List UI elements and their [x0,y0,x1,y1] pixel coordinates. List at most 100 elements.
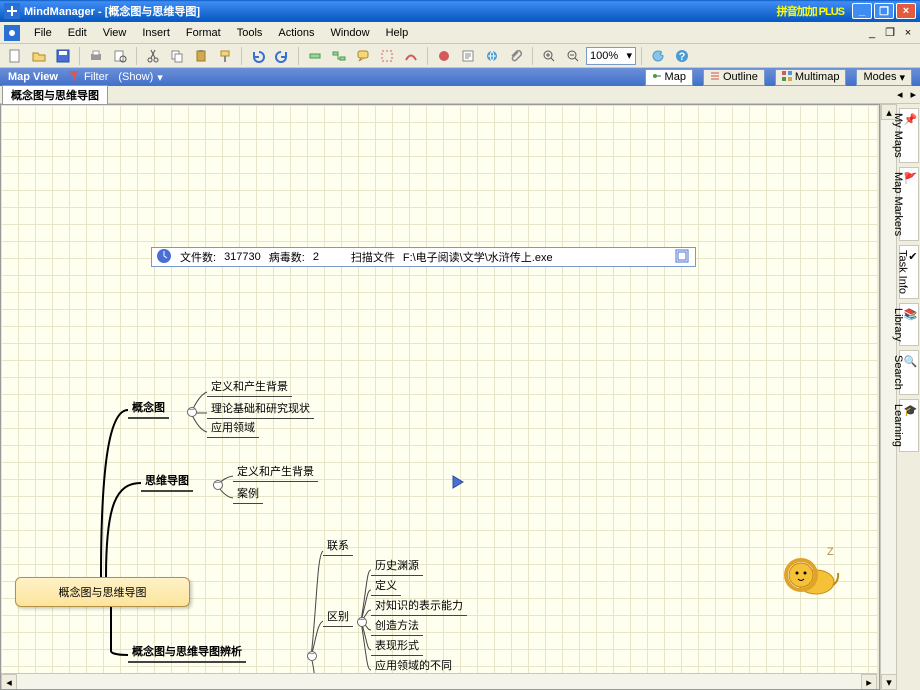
scroll-right-button[interactable]: ▸ [861,674,877,690]
menu-window[interactable]: Window [322,25,377,41]
leaf-topic[interactable]: 定义和产生背景 [207,378,292,397]
print-button[interactable] [85,46,107,66]
maximize-button[interactable]: ❐ [874,3,894,19]
format-painter-button[interactable] [214,46,236,66]
zoom-in-button[interactable] [538,46,560,66]
leaf-topic[interactable]: 历史渊源 [371,557,423,576]
menu-actions[interactable]: Actions [270,25,322,41]
app-name: MindManager [24,6,95,18]
search-icon: 🔍 [904,355,918,368]
leaf-topic[interactable]: 案例 [233,485,263,504]
menu-view[interactable]: View [95,25,135,41]
zoom-out-button[interactable] [562,46,584,66]
new-button[interactable] [4,46,26,66]
branch-mindmap[interactable]: 思维导图 [141,470,193,492]
mindmap-canvas[interactable]: 文件数: 317730 病毒数: 2 扫描文件 F:\电子阅读\文学\水浒传上.… [1,105,877,675]
sidetab-library[interactable]: 📚Library [899,303,919,347]
leaf-topic[interactable]: 应用领域 [207,419,259,438]
sidetab-learning[interactable]: 🎓Learning [899,399,919,452]
help-button[interactable]: ? [671,46,693,66]
scan-expand-button[interactable] [675,249,691,265]
scroll-left-button[interactable]: ◂ [1,674,17,690]
close-button[interactable]: × [896,3,916,19]
canvas-container: 文件数: 317730 病毒数: 2 扫描文件 F:\电子阅读\文学\水浒传上.… [0,104,880,690]
expand-toggle[interactable] [213,480,223,490]
tab-next-button[interactable]: ▸ [906,88,920,101]
filter-button[interactable]: Filter [68,70,108,85]
insert-subtopic-button[interactable] [328,46,350,66]
show-dropdown[interactable]: (Show) ▾ [118,71,162,84]
lion-mascot-icon[interactable]: Z [781,547,841,597]
leaf-topic[interactable]: 理论基础和研究现状 [207,400,314,419]
mdi-restore-button[interactable]: ❐ [882,26,898,40]
svg-text:?: ? [679,51,686,63]
notes-button[interactable] [457,46,479,66]
insert-topic-button[interactable] [304,46,326,66]
marker-button[interactable] [433,46,455,66]
sidetab-search[interactable]: 🔍Search [899,350,919,395]
relationship-button[interactable] [400,46,422,66]
redo-button[interactable] [271,46,293,66]
leaf-relation[interactable]: 联系 [323,537,353,556]
map-icon [652,71,662,84]
insert-callout-button[interactable] [352,46,374,66]
scroll-track[interactable] [17,674,861,689]
cut-button[interactable] [142,46,164,66]
side-panel-tabs: 📌My Maps 🚩Map Markers ✔Task Info 📚Librar… [896,104,920,690]
root-topic[interactable]: 概念图与思维导图 [15,577,190,607]
expand-toggle[interactable] [357,617,367,627]
mdi-close-button[interactable]: × [900,26,916,40]
view-map-button[interactable]: Map [645,69,693,86]
view-bar: Map View Filter (Show) ▾ Map Outline Mul… [0,68,920,86]
branch-concept-map[interactable]: 概念图 [128,397,169,419]
view-outline-button[interactable]: Outline [703,69,765,86]
expand-toggle[interactable] [307,651,317,661]
menu-edit[interactable]: Edit [60,25,95,41]
menu-tools[interactable]: Tools [229,25,271,41]
presentation-cursor-icon [451,475,465,492]
work-area: 文件数: 317730 病毒数: 2 扫描文件 F:\电子阅读\文学\水浒传上.… [0,104,920,690]
view-multimap-button[interactable]: Multimap [775,69,847,86]
modes-dropdown[interactable]: Modes▾ [856,69,912,86]
mdi-minimize-button[interactable]: _ [864,26,880,40]
boundary-button[interactable] [376,46,398,66]
paste-button[interactable] [190,46,212,66]
scan-virus-label: 病毒数: [269,249,305,265]
outline-icon [710,71,720,84]
minimize-button[interactable]: _ [852,3,872,19]
leaf-topic[interactable]: 对知识的表示能力 [371,597,467,616]
leaf-topic[interactable]: 表现形式 [371,637,423,656]
sidetab-map-markers[interactable]: 🚩Map Markers [899,167,919,241]
undo-button[interactable] [247,46,269,66]
map-theme-button[interactable] [647,46,669,66]
tab-prev-button[interactable]: ◂ [893,88,907,101]
library-icon: 📚 [904,308,918,321]
leaf-difference[interactable]: 区别 [323,608,353,627]
save-button[interactable] [52,46,74,66]
view-label: Map View [8,71,58,83]
document-tab[interactable]: 概念图与思维导图 [2,85,108,104]
horizontal-scrollbar[interactable]: ◂ ▸ [1,673,877,689]
hyperlink-button[interactable] [481,46,503,66]
menu-insert[interactable]: Insert [134,25,178,41]
zoom-value: 100% [590,50,618,62]
sidetab-task-info[interactable]: ✔Task Info [899,245,919,299]
attachment-button[interactable] [505,46,527,66]
leaf-topic[interactable]: 定义和产生背景 [233,463,318,482]
sidetab-my-maps[interactable]: 📌My Maps [899,108,919,163]
leaf-topic[interactable]: 定义 [371,577,401,596]
menu-format[interactable]: Format [178,25,229,41]
pin-icon: 📌 [904,113,918,126]
zoom-combo[interactable]: 100%▾ [586,47,636,65]
chevron-down-icon: ▾ [157,71,163,84]
branch-analysis[interactable]: 概念图与思维导图辨析 [128,641,246,663]
menu-file[interactable]: File [26,25,60,41]
scroll-down-button[interactable]: ▾ [881,674,897,690]
open-button[interactable] [28,46,50,66]
expand-toggle[interactable] [187,407,197,417]
copy-button[interactable] [166,46,188,66]
antivirus-scan-bar: 文件数: 317730 病毒数: 2 扫描文件 F:\电子阅读\文学\水浒传上.… [151,247,696,267]
leaf-topic[interactable]: 创造方法 [371,617,423,636]
print-preview-button[interactable] [109,46,131,66]
menu-help[interactable]: Help [378,25,417,41]
